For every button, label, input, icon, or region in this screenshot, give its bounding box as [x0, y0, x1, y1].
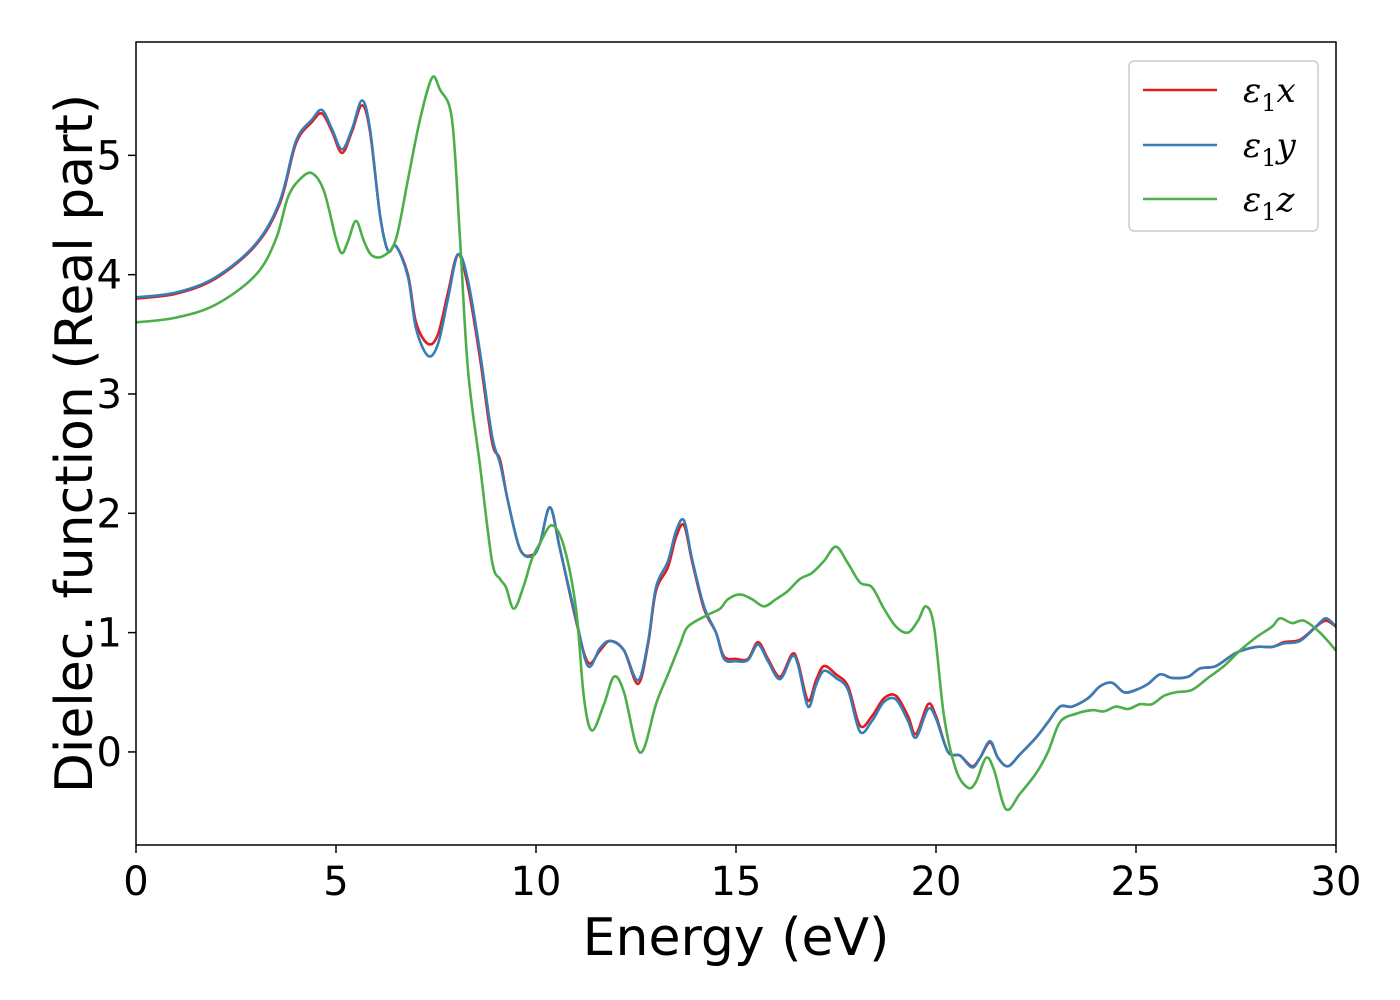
y-tick-label: 0: [97, 730, 122, 776]
y-axis: 0 1 2 3 4 5: [97, 133, 136, 776]
legend: ε1x ε1y ε1z: [1128, 60, 1319, 232]
y-tick-label: 1: [97, 611, 122, 657]
x-tick-label: 5: [323, 859, 348, 905]
x-tick-label: 30: [1311, 859, 1362, 905]
y-axis-label: Dielec. function (Real part): [45, 94, 105, 793]
legend-label: ε1x: [1243, 71, 1296, 117]
x-axis: 0 5 10 15 20 25 30: [123, 845, 1361, 905]
series-epsilon1-z: [136, 75, 1336, 812]
x-tick-label: 20: [911, 859, 962, 905]
x-tick-label: 25: [1111, 859, 1162, 905]
legend-label: ε1z: [1243, 180, 1296, 226]
legend-label: ε1y: [1243, 126, 1297, 172]
x-axis-label: Energy (eV): [583, 908, 890, 968]
y-tick-label: 5: [97, 133, 122, 179]
x-tick-label: 0: [123, 859, 148, 905]
y-tick-label: 3: [97, 372, 122, 418]
y-tick-label: 2: [97, 491, 122, 537]
x-tick-label: 15: [711, 859, 762, 905]
y-tick-label: 4: [97, 253, 122, 299]
x-tick-label: 10: [511, 859, 562, 905]
series-epsilon1-y: [136, 99, 1336, 769]
series-group: [136, 75, 1336, 812]
legend-box: [1128, 60, 1319, 232]
